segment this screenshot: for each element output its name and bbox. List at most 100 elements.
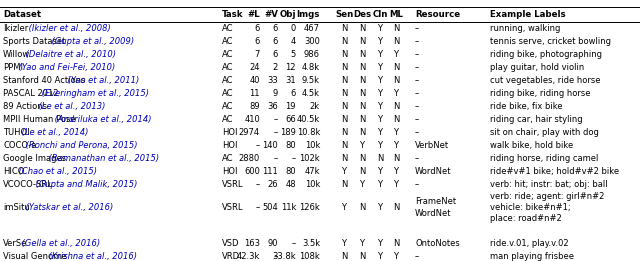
Text: Y: Y: [378, 50, 383, 59]
Text: verb: ride; agent: girl#n#2: verb: ride; agent: girl#n#2: [490, 192, 604, 201]
Text: 108k: 108k: [300, 252, 320, 261]
Text: 2k: 2k: [310, 102, 320, 111]
Text: (Yatskar et al., 2016): (Yatskar et al., 2016): [22, 203, 113, 212]
Text: N: N: [359, 252, 365, 261]
Text: (Ronchi and Perona, 2015): (Ronchi and Perona, 2015): [22, 141, 137, 150]
Text: PASCAL 2012: PASCAL 2012: [3, 89, 58, 98]
Text: 5: 5: [291, 50, 296, 59]
Text: 410: 410: [244, 115, 260, 124]
Text: Y: Y: [342, 167, 346, 176]
Text: HICO: HICO: [3, 167, 24, 176]
Text: imSitu: imSitu: [3, 203, 29, 212]
Text: 42.3k: 42.3k: [237, 252, 260, 261]
Text: N: N: [359, 63, 365, 72]
Text: Dataset: Dataset: [3, 10, 41, 19]
Text: Y: Y: [378, 239, 383, 248]
Text: 0: 0: [291, 24, 296, 33]
Text: 6: 6: [255, 24, 260, 33]
Text: play guitar, hold violin: play guitar, hold violin: [490, 63, 584, 72]
Text: 40.5k: 40.5k: [297, 115, 320, 124]
Text: walk bike, hold bike: walk bike, hold bike: [490, 141, 573, 150]
Text: 9.5k: 9.5k: [302, 76, 320, 85]
Text: Y: Y: [394, 128, 399, 137]
Text: –: –: [274, 115, 278, 124]
Text: 6: 6: [291, 89, 296, 98]
Text: N: N: [341, 141, 347, 150]
Text: 467: 467: [304, 24, 320, 33]
Text: VSD: VSD: [222, 239, 239, 248]
Text: 111: 111: [262, 167, 278, 176]
Text: (Gupta and Malik, 2015): (Gupta and Malik, 2015): [33, 180, 137, 189]
Text: –: –: [415, 76, 419, 85]
Text: ride.v.01, play.v.02: ride.v.01, play.v.02: [490, 239, 568, 248]
Text: (Le et al., 2013): (Le et al., 2013): [36, 102, 105, 111]
Text: Y: Y: [394, 141, 399, 150]
Text: 12: 12: [285, 63, 296, 72]
Text: N: N: [377, 154, 383, 163]
Text: Y: Y: [360, 239, 365, 248]
Text: (Le et al., 2014): (Le et al., 2014): [19, 128, 89, 137]
Text: –: –: [256, 203, 260, 212]
Text: Y: Y: [378, 76, 383, 85]
Text: 11k: 11k: [280, 203, 296, 212]
Text: 4.5k: 4.5k: [302, 89, 320, 98]
Text: MPII Human Pose: MPII Human Pose: [3, 115, 76, 124]
Text: N: N: [359, 128, 365, 137]
Text: (Everingham et al., 2015): (Everingham et al., 2015): [39, 89, 149, 98]
Text: 2: 2: [273, 63, 278, 72]
Text: N: N: [393, 102, 399, 111]
Text: TUHOI: TUHOI: [3, 128, 29, 137]
Text: N: N: [341, 63, 347, 72]
Text: 6: 6: [273, 50, 278, 59]
Text: 4: 4: [291, 37, 296, 46]
Text: (Krishna et al., 2016): (Krishna et al., 2016): [45, 252, 137, 261]
Text: (Ikizler et al., 2008): (Ikizler et al., 2008): [26, 24, 111, 33]
Text: Y: Y: [378, 167, 383, 176]
Text: Y: Y: [378, 128, 383, 137]
Text: N: N: [393, 63, 399, 72]
Text: Y: Y: [378, 89, 383, 98]
Text: riding horse, riding camel: riding horse, riding camel: [490, 154, 598, 163]
Text: N: N: [359, 76, 365, 85]
Text: Des: Des: [353, 10, 371, 19]
Text: cut vegetables, ride horse: cut vegetables, ride horse: [490, 76, 600, 85]
Text: 163: 163: [244, 239, 260, 248]
Text: N: N: [341, 252, 347, 261]
Text: WordNet: WordNet: [415, 209, 451, 217]
Text: 10k: 10k: [305, 180, 320, 189]
Text: N: N: [393, 115, 399, 124]
Text: sit on chair, play with dog: sit on chair, play with dog: [490, 128, 599, 137]
Text: N: N: [359, 37, 365, 46]
Text: (Andriluka et al., 2014): (Andriluka et al., 2014): [52, 115, 152, 124]
Text: 300: 300: [304, 37, 320, 46]
Text: VerSe: VerSe: [3, 239, 28, 248]
Text: 11: 11: [250, 89, 260, 98]
Text: WordNet: WordNet: [415, 167, 451, 176]
Text: OntoNotes: OntoNotes: [415, 239, 460, 248]
Text: (Gupta et al., 2009): (Gupta et al., 2009): [49, 37, 134, 46]
Text: 600: 600: [244, 167, 260, 176]
Text: –: –: [274, 154, 278, 163]
Text: Example Labels: Example Labels: [490, 10, 566, 19]
Text: 6: 6: [273, 37, 278, 46]
Text: VSRL: VSRL: [222, 180, 243, 189]
Text: 2880: 2880: [239, 154, 260, 163]
Text: Y: Y: [394, 180, 399, 189]
Text: N: N: [393, 239, 399, 248]
Text: N: N: [359, 203, 365, 212]
Text: 4.8k: 4.8k: [302, 63, 320, 72]
Text: ML: ML: [389, 10, 403, 19]
Text: 90: 90: [268, 239, 278, 248]
Text: Sports Dataset: Sports Dataset: [3, 37, 65, 46]
Text: #L: #L: [248, 10, 260, 19]
Text: N: N: [359, 167, 365, 176]
Text: Y: Y: [394, 89, 399, 98]
Text: Imgs: Imgs: [296, 10, 320, 19]
Text: HOI: HOI: [222, 128, 237, 137]
Text: 66: 66: [285, 115, 296, 124]
Text: N: N: [341, 102, 347, 111]
Text: Y: Y: [378, 102, 383, 111]
Text: 6: 6: [273, 24, 278, 33]
Text: AC: AC: [222, 115, 234, 124]
Text: N: N: [341, 37, 347, 46]
